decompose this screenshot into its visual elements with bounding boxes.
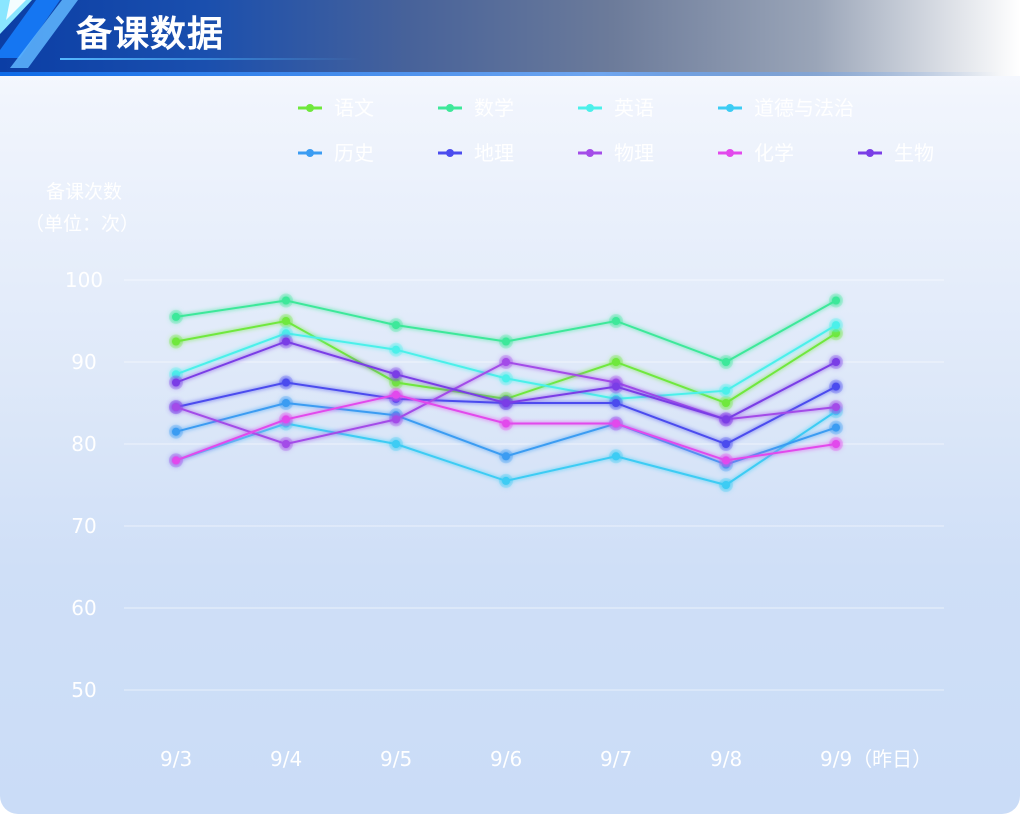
data-point [392, 390, 400, 399]
x-tick-label: 9/5 [380, 747, 412, 771]
y-tick-label: 70 [71, 514, 96, 538]
data-point [722, 386, 730, 395]
data-point [832, 440, 840, 448]
legend-item-1: 语文 [298, 96, 374, 120]
data-point [392, 370, 400, 379]
legend-label: 地理 [474, 141, 514, 165]
data-point [612, 399, 620, 407]
legend-item-8: 化学 [718, 141, 794, 165]
data-point [502, 452, 510, 461]
y-tick-label: 100 [65, 268, 103, 292]
y-axis-title: 备课次数 [46, 181, 122, 203]
series-line [175, 299, 837, 364]
y-tick-label: 50 [71, 678, 96, 702]
x-tick-label: 9/7 [600, 747, 632, 771]
legend-label: 物理 [614, 141, 654, 165]
legend-label: 语文 [334, 96, 374, 120]
header-underline [0, 72, 1000, 76]
legend-marker [446, 104, 454, 112]
legend-marker [586, 149, 594, 157]
data-point [172, 456, 180, 465]
data-point [282, 378, 290, 387]
legend-marker [726, 104, 734, 112]
data-point [282, 317, 290, 325]
data-point [392, 321, 400, 330]
legend-item-6: 地理 [438, 141, 514, 165]
y-tick-label: 90 [71, 350, 96, 374]
data-point [172, 378, 180, 387]
title-underline [60, 58, 360, 60]
data-point [172, 403, 180, 412]
legend-item-4: 道德与法治 [718, 96, 854, 120]
data-point [502, 419, 510, 428]
data-point [282, 337, 290, 346]
data-point [832, 358, 840, 366]
legend-item-7: 物理 [578, 141, 654, 165]
data-point [502, 358, 510, 366]
data-point [832, 423, 840, 432]
series-2 [169, 293, 843, 369]
legend-label: 道德与法治 [754, 96, 854, 120]
data-point [612, 382, 620, 391]
data-point [612, 419, 620, 428]
x-tick-label: 9/8 [710, 747, 742, 771]
data-point [832, 403, 840, 412]
legend-marker [446, 149, 454, 157]
data-point [612, 358, 620, 366]
series-9 [169, 334, 843, 427]
data-point [722, 358, 730, 366]
legend-marker [726, 149, 734, 157]
data-point [172, 312, 180, 321]
data-point [722, 481, 730, 489]
page-title: 备课数据 [76, 14, 225, 55]
x-tick-label: 9/4 [270, 747, 302, 771]
data-point [282, 296, 290, 305]
data-point [502, 399, 510, 407]
legend-item-9: 生物 [858, 141, 934, 165]
y-axis-unit: （单位：次） [25, 213, 139, 235]
data-point [172, 337, 180, 346]
data-point [722, 440, 730, 448]
data-point [392, 440, 400, 448]
data-point [832, 296, 840, 305]
data-point [282, 440, 290, 448]
x-tick-label: 9/6 [490, 747, 522, 771]
data-point [722, 415, 730, 424]
y-tick-label: 60 [71, 596, 96, 620]
x-tick-label: 9/9（昨日） [820, 747, 932, 771]
legend-item-5: 历史 [298, 141, 374, 165]
data-point [502, 476, 510, 485]
data-point [282, 415, 290, 424]
legend-label: 化学 [754, 141, 794, 165]
data-point [502, 337, 510, 346]
data-point [392, 345, 400, 354]
data-point [612, 317, 620, 325]
data-point [502, 374, 510, 383]
y-tick-label: 80 [71, 432, 96, 456]
data-point [392, 415, 400, 424]
legend-label: 历史 [334, 141, 374, 165]
data-point [832, 382, 840, 391]
data-point [282, 399, 290, 407]
legend-marker [586, 104, 594, 112]
legend-item-2: 数学 [438, 96, 514, 120]
x-tick-label: 9/3 [160, 747, 192, 771]
legend-label: 生物 [894, 141, 934, 165]
legend-marker [866, 149, 874, 157]
data-point [172, 427, 180, 436]
series-8 [169, 387, 843, 468]
data-point [612, 452, 620, 461]
legend-item-3: 英语 [578, 96, 654, 120]
header-corner-decoration [0, 0, 78, 68]
panel-header [0, 0, 1020, 76]
data-point [832, 321, 840, 330]
legend-marker [306, 104, 314, 112]
data-point [722, 456, 730, 465]
legend-label: 数学 [474, 96, 514, 120]
legend-label: 英语 [614, 96, 654, 120]
legend-marker [306, 149, 314, 157]
data-point [722, 399, 730, 407]
